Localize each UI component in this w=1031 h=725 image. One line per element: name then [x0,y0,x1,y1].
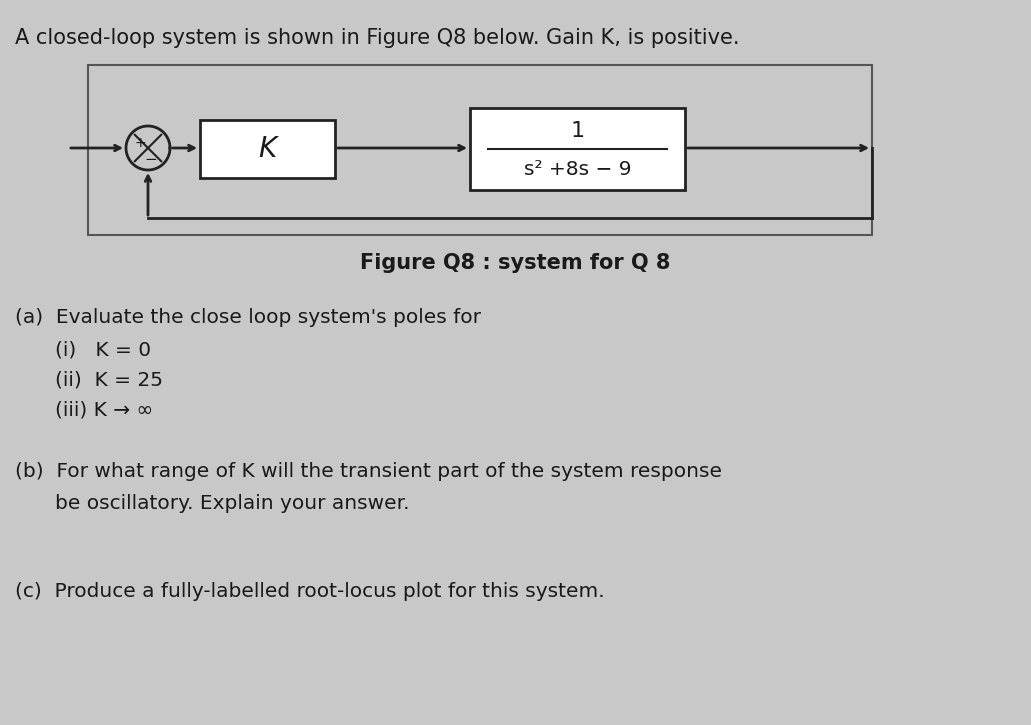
Text: s² +8s − 9: s² +8s − 9 [524,160,631,178]
Text: +: + [134,136,145,150]
FancyBboxPatch shape [470,108,685,190]
Text: (ii)  K = 25: (ii) K = 25 [55,370,163,389]
Text: 1: 1 [570,121,585,141]
Text: Figure Q8 : system for Q 8: Figure Q8 : system for Q 8 [360,253,670,273]
Text: −: − [144,152,158,167]
Text: (b)  For what range of K will the transient part of the system response: (b) For what range of K will the transie… [15,462,722,481]
Text: K: K [259,135,276,163]
FancyBboxPatch shape [200,120,335,178]
Text: (c)  Produce a fully-labelled root-locus plot for this system.: (c) Produce a fully-labelled root-locus … [15,582,604,601]
Text: (i)   K = 0: (i) K = 0 [55,340,152,359]
Text: (a)  Evaluate the close loop system's poles for: (a) Evaluate the close loop system's pol… [15,308,481,327]
Polygon shape [126,126,170,170]
Text: A closed-loop system is shown in Figure Q8 below. Gain K, is positive.: A closed-loop system is shown in Figure … [15,28,739,48]
Text: (iii) K → ∞: (iii) K → ∞ [55,400,154,419]
Text: be oscillatory. Explain your answer.: be oscillatory. Explain your answer. [55,494,409,513]
